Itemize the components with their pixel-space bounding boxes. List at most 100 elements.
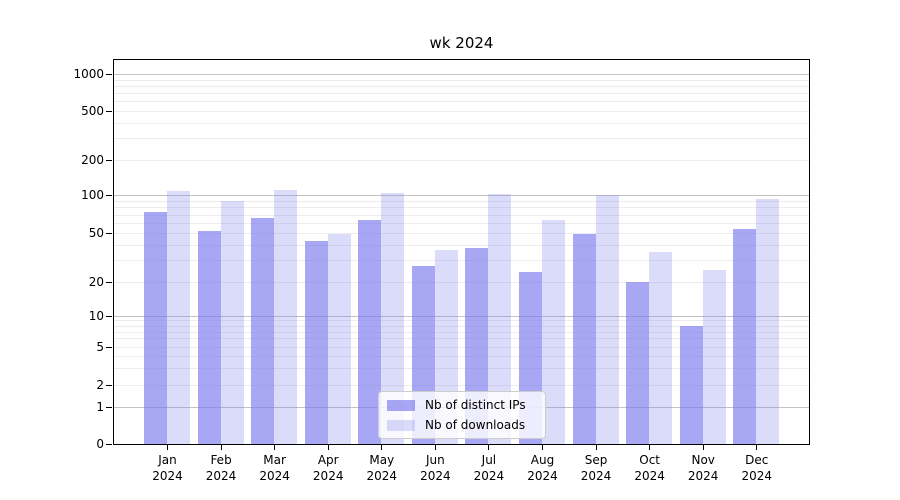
legend-swatch-downloads — [387, 419, 415, 431]
x-tick-year: 2024 — [634, 469, 665, 483]
bar-distinct-ips — [358, 220, 382, 444]
minor-gridline — [114, 244, 809, 246]
x-tick-label: Apr 2024 — [296, 452, 360, 484]
y-tick-label: 1000 — [73, 66, 104, 81]
minor-gridline — [114, 207, 809, 209]
x-tick-label: Jan 2024 — [136, 452, 200, 484]
y-tick-label: 100 — [81, 188, 104, 203]
x-tick-year: 2024 — [205, 469, 237, 483]
y-tick-mark — [106, 444, 112, 445]
x-tick-year: 2024 — [259, 469, 290, 483]
x-tick-month: May — [369, 453, 395, 467]
minor-gridline — [114, 232, 809, 234]
bar-downloads — [488, 194, 512, 444]
minor-gridline — [114, 92, 809, 94]
x-tick-month: Feb — [210, 453, 232, 467]
x-tick-year: 2024 — [312, 469, 344, 483]
minor-gridline — [114, 260, 809, 262]
bar-distinct-ips — [144, 212, 167, 444]
major-gridline — [114, 195, 809, 197]
y-tick-label: 1 — [96, 399, 104, 414]
bar-downloads — [274, 189, 298, 444]
x-tick-mark — [488, 445, 490, 450]
minor-gridline — [114, 110, 809, 112]
minor-gridline — [114, 385, 809, 387]
x-tick-mark — [541, 445, 543, 450]
bar-distinct-ips — [304, 240, 328, 444]
y-tick-mark — [106, 160, 112, 162]
minor-gridline — [114, 101, 809, 103]
bar-distinct-ips — [733, 228, 757, 444]
x-tick-label: Mar 2024 — [243, 452, 307, 484]
legend-label-downloads: Nb of downloads — [425, 418, 526, 432]
x-tick-year: 2024 — [473, 469, 505, 483]
x-tick-mark — [595, 445, 597, 450]
x-tick-label: Jul 2024 — [457, 452, 521, 484]
minor-gridline — [114, 160, 809, 162]
minor-gridline — [114, 138, 809, 140]
plot-area: Nb of distinct IPs Nb of downloads — [113, 59, 810, 445]
y-tick-label: 50 — [88, 225, 104, 240]
minor-gridline — [114, 355, 809, 357]
x-tick-month: Mar — [263, 453, 286, 467]
x-tick-year: 2024 — [420, 469, 451, 483]
x-tick-label: Oct 2024 — [618, 452, 682, 484]
x-tick-month: Sep — [584, 453, 608, 467]
bar-downloads — [702, 269, 726, 444]
minor-gridline — [114, 85, 809, 87]
y-tick-label: 20 — [88, 274, 104, 289]
x-tick-month: Aug — [530, 453, 555, 467]
minor-gridline — [114, 331, 809, 333]
bar-downloads — [649, 251, 673, 444]
bar-distinct-ips — [197, 230, 221, 444]
minor-gridline — [114, 222, 809, 224]
x-tick-mark — [434, 445, 436, 450]
y-tick-label: 5 — [96, 339, 104, 354]
bar-distinct-ips — [251, 217, 275, 444]
x-tick-year: 2024 — [527, 469, 558, 483]
y-tick-mark — [106, 110, 112, 112]
x-tick-label: Jun 2024 — [403, 452, 467, 484]
y-tick-mark — [106, 73, 112, 75]
x-tick-label: Sep 2024 — [564, 452, 628, 484]
y-tick-mark — [106, 315, 112, 317]
x-tick-mark — [756, 445, 758, 450]
x-tick-label: Aug 2024 — [510, 452, 574, 484]
y-tick-label: 10 — [88, 308, 104, 323]
bar-downloads — [167, 191, 190, 444]
minor-gridline — [114, 325, 809, 327]
bar-downloads — [381, 192, 405, 444]
y-tick-label: 0 — [96, 437, 104, 451]
x-tick-mark — [702, 445, 704, 450]
x-tick-month: Jul — [481, 453, 497, 467]
y-tick-mark — [106, 195, 112, 197]
x-tick-label: Nov 2024 — [671, 452, 735, 484]
chart-title: wk 2024 — [429, 34, 494, 52]
minor-gridline — [114, 281, 809, 283]
minor-gridline — [114, 338, 809, 340]
bar-downloads — [595, 194, 619, 444]
x-tick-month: Apr — [317, 453, 339, 467]
x-tick-year: 2024 — [687, 469, 719, 483]
y-tick-label: 2 — [96, 378, 104, 393]
x-tick-month: Oct — [639, 453, 660, 467]
x-tick-mark — [167, 445, 168, 450]
x-tick-month: Dec — [745, 453, 769, 467]
y-tick-mark — [106, 281, 112, 283]
x-tick-mark — [327, 445, 329, 450]
x-tick-label: Feb 2024 — [189, 452, 253, 484]
x-tick-month: Jan — [158, 453, 177, 467]
bar-distinct-ips — [679, 325, 703, 444]
y-tick-mark — [106, 346, 112, 348]
x-tick-year: 2024 — [741, 469, 773, 483]
x-tick-year: 2024 — [580, 469, 612, 483]
major-gridline — [114, 73, 809, 75]
legend-label-distinct-ips: Nb of distinct IPs — [425, 398, 526, 412]
x-tick-mark — [381, 445, 383, 450]
minor-gridline — [114, 320, 809, 322]
y-tick-mark — [106, 406, 112, 408]
major-gridline — [114, 315, 809, 317]
x-tick-year: 2024 — [366, 469, 398, 483]
legend-entry-distinct-ips: Nb of distinct IPs — [387, 398, 545, 412]
